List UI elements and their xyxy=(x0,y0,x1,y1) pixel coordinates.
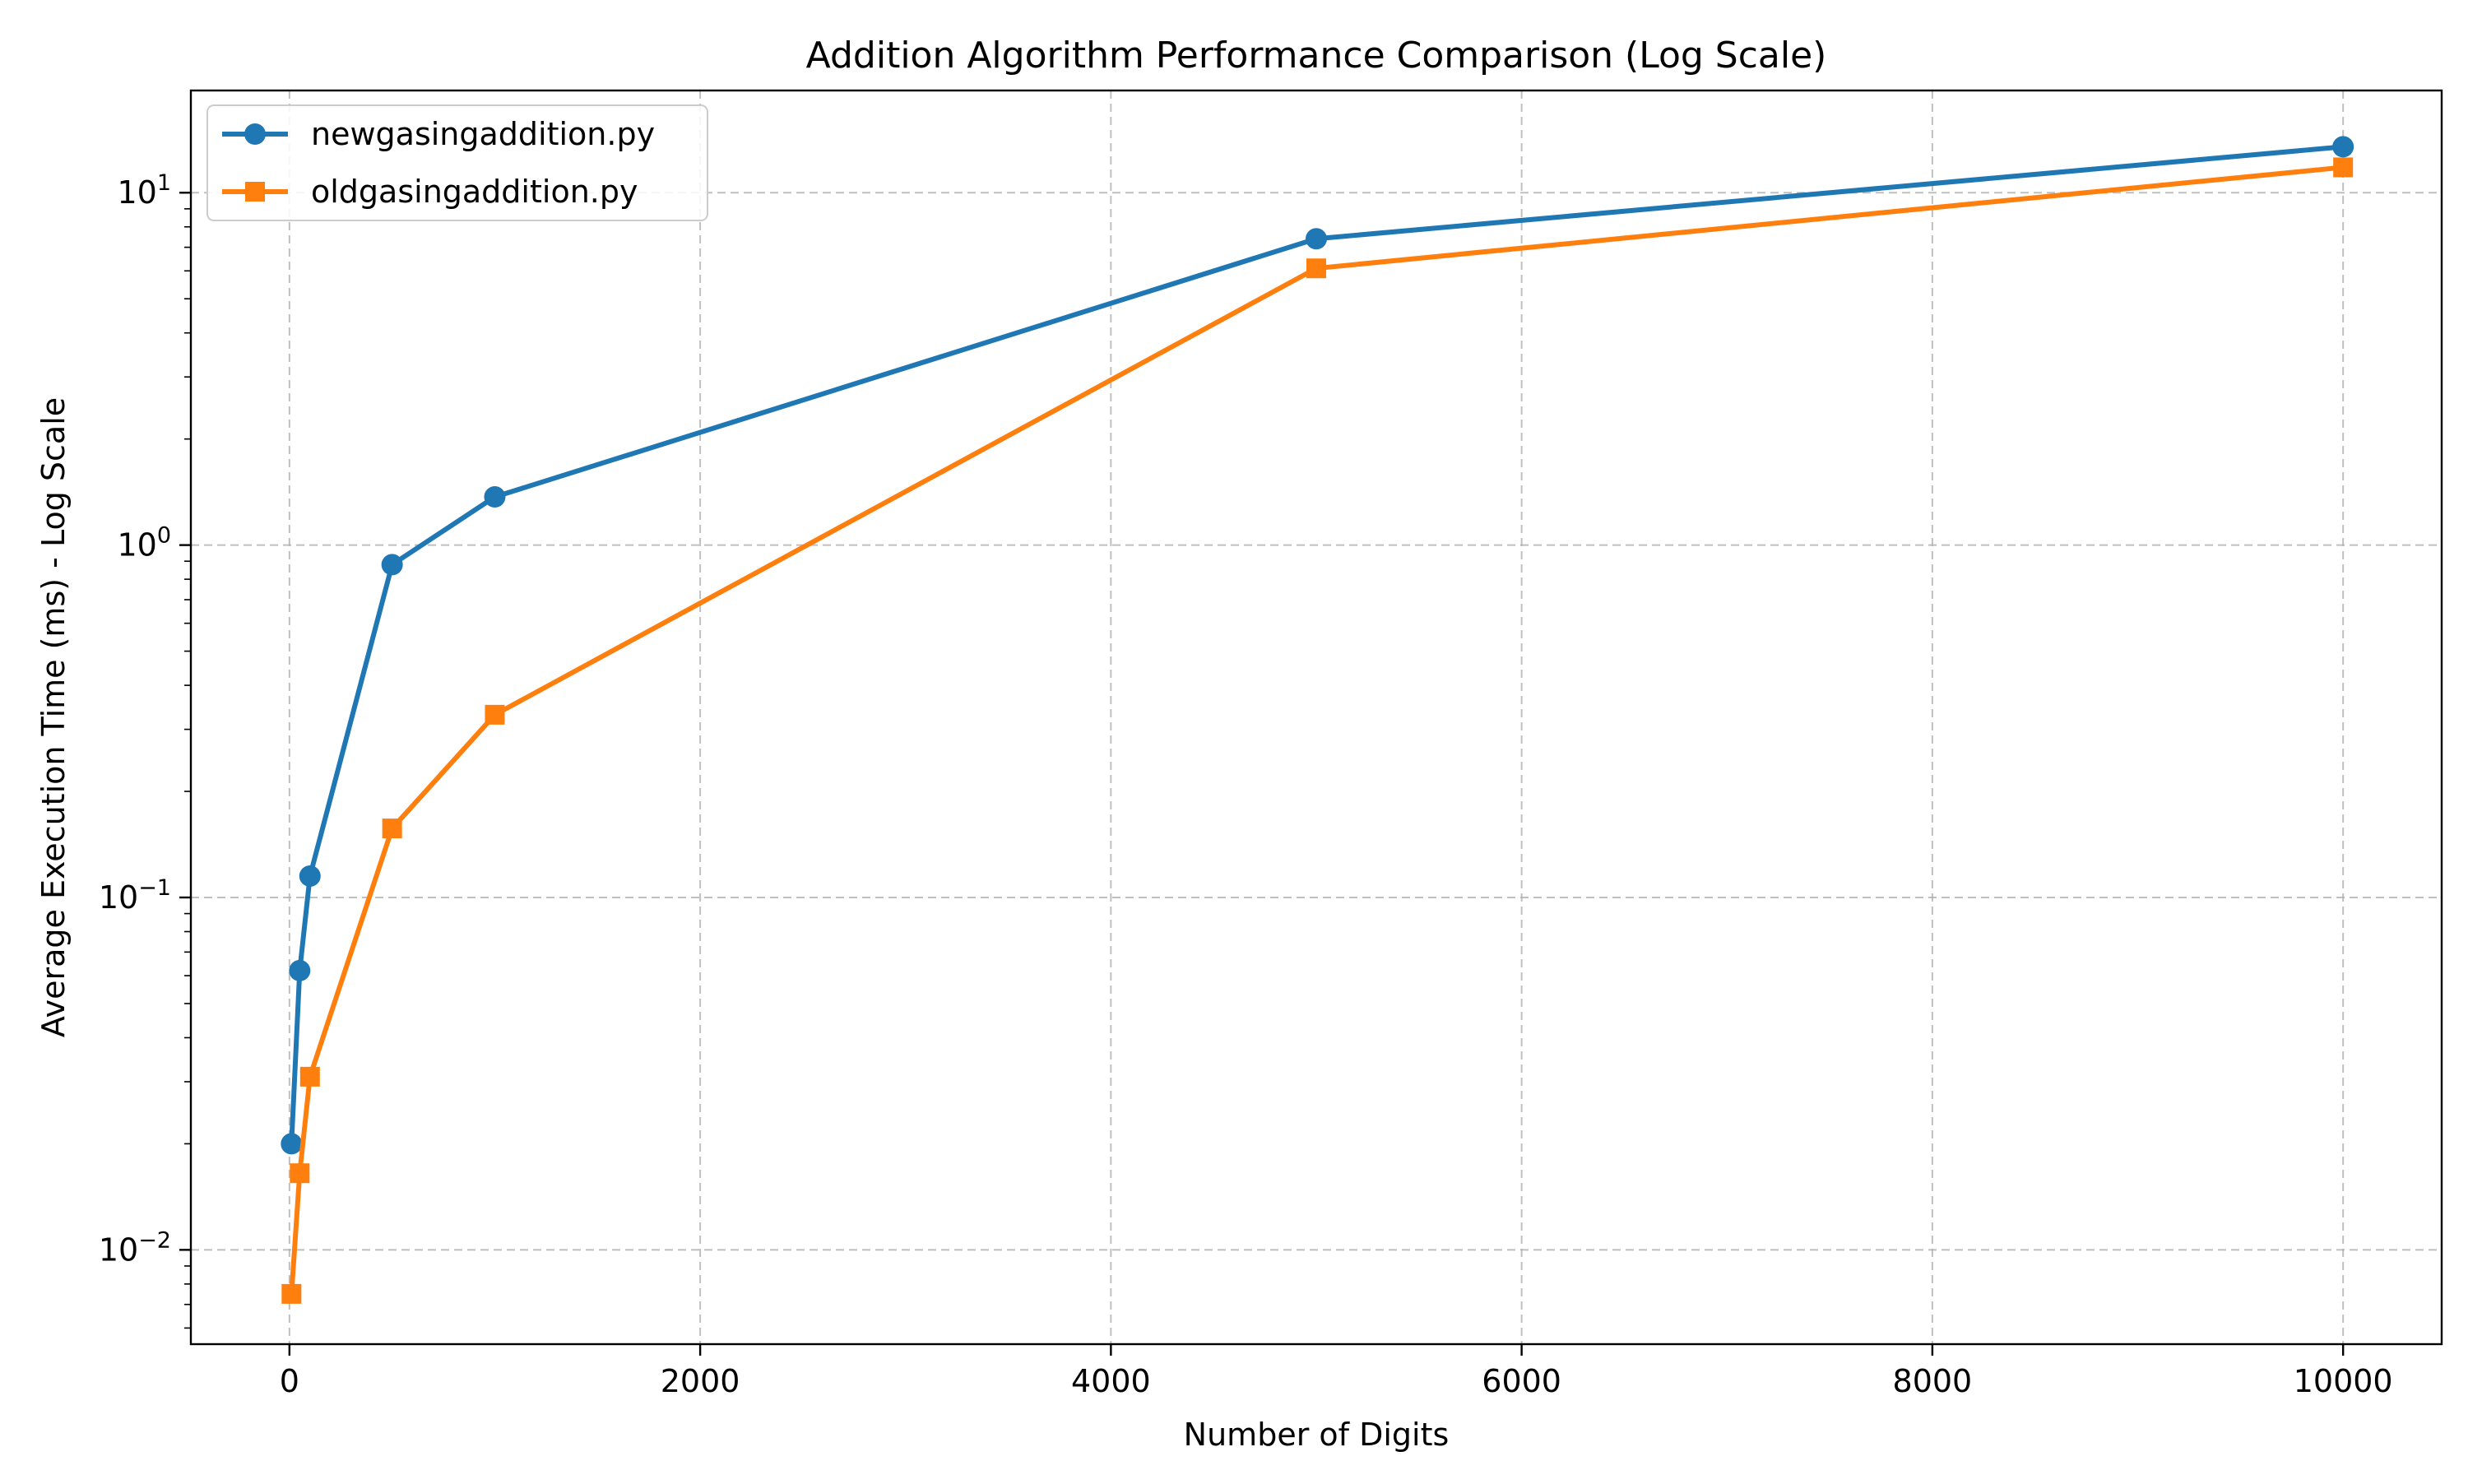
plot-frame xyxy=(189,89,2443,1346)
data-point-series-1 xyxy=(2332,136,2354,158)
data-point-series-1 xyxy=(289,959,311,981)
data-point-series-2 xyxy=(281,1283,302,1304)
y-tick-label: 100 xyxy=(117,523,171,563)
series-layer xyxy=(281,136,2354,1304)
x-tick-label: 6000 xyxy=(1482,1363,1561,1399)
data-point-series-1 xyxy=(299,865,321,887)
x-tick-label: 4000 xyxy=(1071,1363,1151,1399)
axis-ticks: 0 2000 4000 6000 8000 10000 10−2 10−1 100 101 xyxy=(99,170,2393,1399)
y-tick-label: 10−1 xyxy=(99,875,171,916)
legend-marker-2 xyxy=(245,182,265,202)
grid xyxy=(191,90,2442,1344)
legend-box xyxy=(206,104,708,221)
y-tick-label: 101 xyxy=(117,170,171,211)
y-axis-label: Average Execution Time (ms) - Log Scale xyxy=(35,397,72,1037)
legend-marker-1 xyxy=(244,123,266,145)
data-point-series-2 xyxy=(382,819,402,839)
legend-label-2: oldgasingaddition.py xyxy=(311,174,638,210)
x-tick-label: 10000 xyxy=(2294,1363,2393,1399)
data-point-series-1 xyxy=(484,486,506,508)
legend: newgasingaddition.py oldgasingaddition.py xyxy=(206,104,708,221)
x-tick-label: 0 xyxy=(280,1363,299,1399)
chart-title: Addition Algorithm Performance Compariso… xyxy=(806,35,1827,77)
x-tick-label: 2000 xyxy=(661,1363,740,1399)
data-point-series-2 xyxy=(485,704,505,725)
data-point-series-2 xyxy=(299,1066,320,1087)
legend-label-1: newgasingaddition.py xyxy=(311,116,655,152)
data-point-series-2 xyxy=(290,1163,310,1184)
data-point-series-2 xyxy=(2333,157,2354,178)
data-point-series-1 xyxy=(281,1133,303,1155)
x-tick-label: 8000 xyxy=(1893,1363,1973,1399)
data-point-series-1 xyxy=(1306,228,1327,250)
y-tick-label: 10−2 xyxy=(99,1227,171,1268)
data-point-series-2 xyxy=(1306,258,1326,279)
x-axis-label: Number of Digits xyxy=(1184,1417,1450,1453)
data-point-series-1 xyxy=(381,554,403,576)
